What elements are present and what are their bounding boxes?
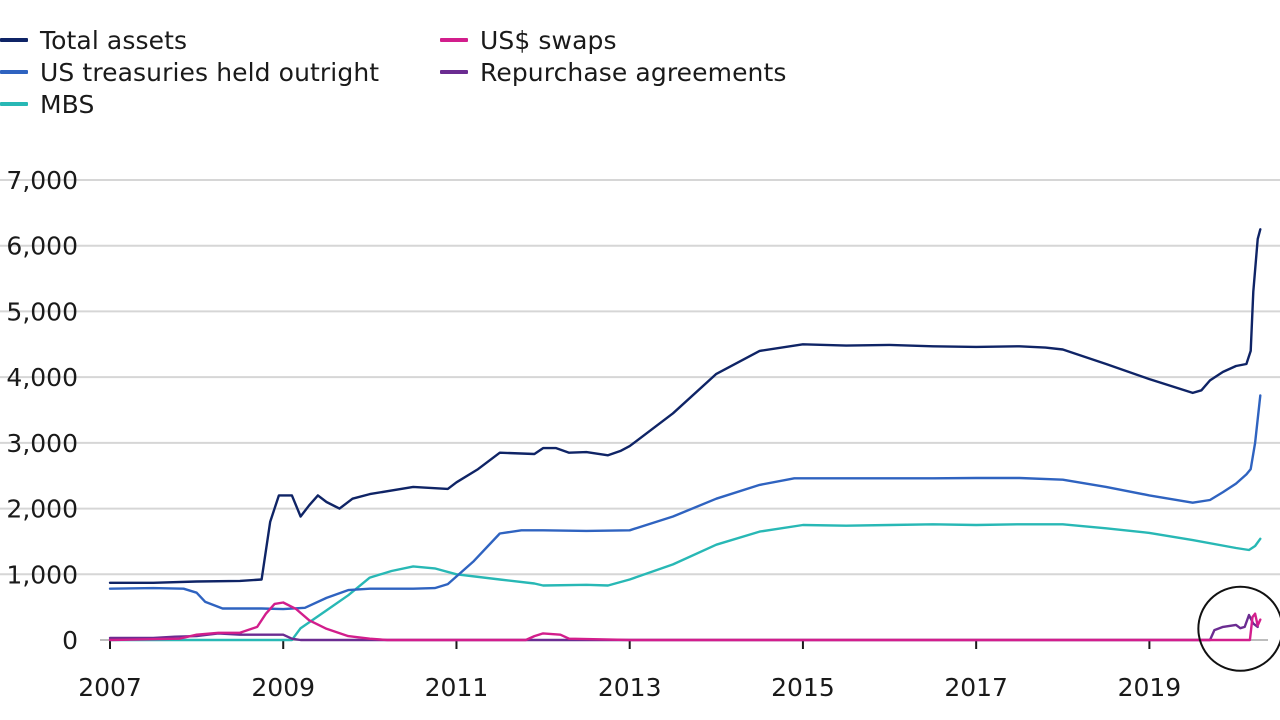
x-tick-label-2009: 2009	[251, 673, 315, 702]
legend-label-total-assets: Total assets	[40, 25, 188, 55]
chart-gridlines	[0, 179, 1280, 576]
x-tick-label-2019: 2019	[1118, 673, 1182, 702]
y-tick-label-6000: 6,000	[6, 232, 78, 261]
y-tick-label-3000: 3,000	[6, 429, 78, 458]
legend-item-mbs: MBS	[0, 88, 94, 120]
x-tick-label-2011: 2011	[425, 673, 489, 702]
y-axis-tick-labels: 0 1,000 2,000 3,000 4,000 5,000 6,000 7,000	[6, 166, 78, 655]
series-line-us-treasuries-held-outright	[108, 394, 1262, 611]
legend-item-us-swaps: US$ swaps	[440, 24, 617, 56]
x-tick-label-2007: 2007	[78, 673, 142, 702]
legend-item-total-assets: Total assets	[0, 24, 187, 56]
x-tick-label-2015: 2015	[771, 673, 835, 702]
x-tick-label-2013: 2013	[598, 673, 662, 702]
y-tick-label-0: 0	[62, 626, 78, 655]
legend-swatch-us-swaps	[440, 38, 468, 42]
y-tick-label-4000: 4,000	[6, 363, 78, 392]
chart-series-lines	[108, 228, 1262, 642]
y-tick-label-2000: 2,000	[6, 495, 78, 524]
legend-label-us-swaps: US$ swaps	[480, 25, 617, 55]
legend-swatch-us-treasuries	[0, 70, 28, 74]
highlight-circle	[1197, 585, 1280, 672]
series-line-us-swaps	[108, 601, 1262, 642]
legend-swatch-repurchase-agreements	[440, 70, 468, 74]
series-line-repurchase-agreements	[108, 613, 1259, 642]
legend-swatch-mbs	[0, 102, 28, 106]
y-tick-label-5000: 5,000	[6, 297, 78, 326]
legend-label-mbs: MBS	[40, 89, 95, 119]
legend-label-repurchase-agreements: Repurchase agreements	[480, 57, 787, 87]
series-line-total-assets	[108, 228, 1262, 584]
chart-annotations	[1197, 585, 1280, 672]
legend-item-us-treasuries: US treasuries held outright	[0, 56, 379, 88]
y-tick-label-1000: 1,000	[6, 560, 78, 589]
chart-legend: Total assets US treasuries held outright…	[0, 22, 1280, 122]
x-axis: 2007 2009 2011 2013 2015 2017 2019	[78, 639, 1268, 702]
legend-swatch-total-assets	[0, 38, 28, 42]
legend-item-repurchase-agreements: Repurchase agreements	[440, 56, 787, 88]
legend-label-us-treasuries: US treasuries held outright	[40, 57, 380, 87]
series-line-mbs	[108, 523, 1262, 642]
y-tick-label-7000: 7,000	[6, 166, 78, 195]
x-tick-label-2017: 2017	[944, 673, 1008, 702]
